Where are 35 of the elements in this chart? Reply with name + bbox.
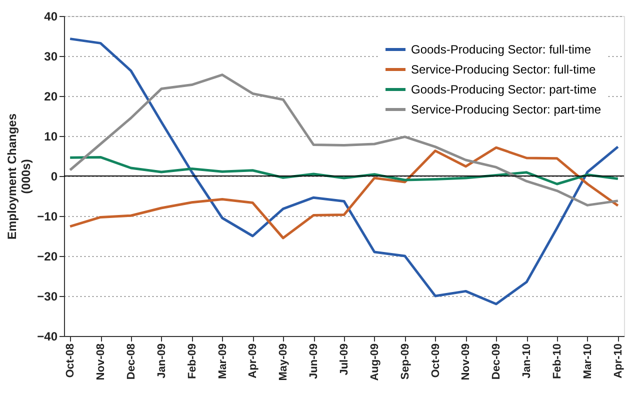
x-tick-label: Sep-09 (399, 344, 412, 380)
legend-label: Service-Producing Sector: part-time (411, 102, 602, 116)
x-tick-label: Jul-09 (338, 344, 350, 376)
legend-label: Service-Producing Sector: full-time (411, 62, 596, 76)
x-tick-label: Jan-09 (156, 344, 168, 378)
x-tick-label: Mar-09 (216, 344, 229, 379)
y-tick-label: −10 (37, 210, 58, 224)
y-tick-label: 30 (44, 50, 58, 64)
y-tick-label: 0 (50, 170, 58, 184)
legend-label: Goods-Producing Sector: full-time (411, 42, 592, 56)
x-tick-label: May-09 (278, 344, 290, 381)
x-tick-label: Nov-09 (460, 344, 472, 380)
x-tick-label: Dec-08 (125, 344, 138, 380)
x-tick-label: Mar-10 (582, 344, 594, 379)
y-tick-label: −40 (37, 330, 58, 344)
x-tick-label: Oct-09 (430, 344, 442, 378)
y-tick-label: −20 (37, 250, 58, 264)
y-tick-label: 40 (44, 10, 58, 24)
x-tick-label: Apr-10 (612, 344, 624, 378)
x-tick-label: Dec-09 (490, 344, 503, 380)
x-tick-label: Jun-09 (308, 344, 320, 379)
y-tick-label: 10 (44, 130, 58, 144)
y-tick-label: −30 (37, 290, 58, 304)
x-tick-label: Aug-09 (368, 344, 381, 381)
x-tick-label: Feb-10 (552, 344, 564, 379)
y-axis-title: Employment Changes (000s) (5, 113, 34, 240)
x-tick-label: Jan-10 (521, 344, 534, 378)
legend-label: Goods-Producing Sector: part-time (411, 82, 597, 96)
x-tick-label: Apr-09 (247, 344, 260, 378)
x-tick-label: Nov-08 (95, 344, 108, 380)
line-series (68, 38, 620, 306)
line-series (68, 146, 620, 240)
x-tick-label: Oct-08 (64, 344, 77, 378)
y-tick-label: 20 (44, 90, 58, 104)
x-tick-label: Feb-09 (186, 344, 198, 379)
